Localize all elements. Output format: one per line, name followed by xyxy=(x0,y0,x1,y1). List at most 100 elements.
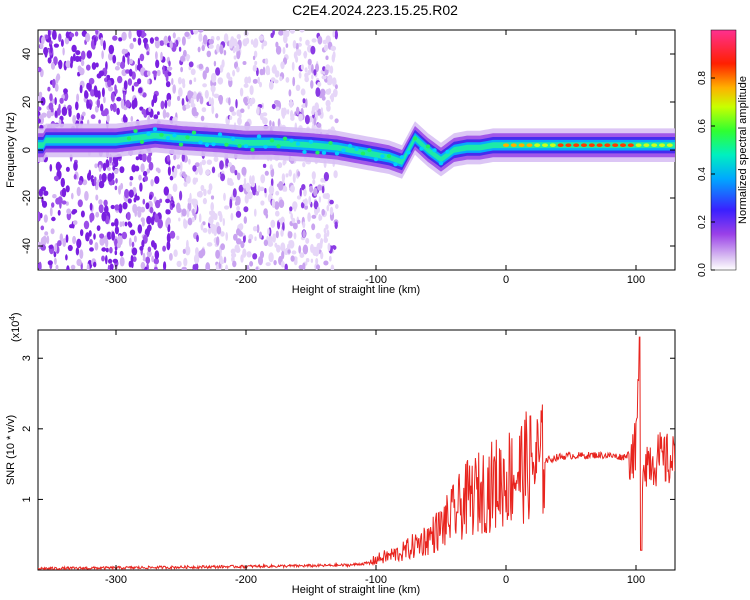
ridge-core-mark xyxy=(588,143,595,147)
noise-speck xyxy=(172,183,178,192)
noise-speck xyxy=(210,195,215,200)
noise-speck xyxy=(229,106,235,113)
ridge-speck xyxy=(321,150,327,155)
noise-speck xyxy=(192,208,195,216)
noise-speck xyxy=(292,40,297,49)
noise-speck xyxy=(258,35,264,41)
noise-speck xyxy=(271,198,276,208)
noise-speck xyxy=(53,43,60,48)
noise-speck xyxy=(154,39,160,49)
noise-speck xyxy=(219,160,224,170)
noise-speck xyxy=(71,192,74,200)
noise-speck xyxy=(273,260,277,266)
noise-speck xyxy=(274,79,279,84)
noise-speck xyxy=(220,173,226,182)
noise-speck xyxy=(285,30,290,37)
noise-speck xyxy=(138,174,142,181)
noise-speck xyxy=(117,75,123,84)
noise-speck xyxy=(311,38,317,43)
noise-speck xyxy=(330,93,335,103)
noise-speck xyxy=(86,64,91,71)
noise-speck xyxy=(268,252,274,263)
noise-speck xyxy=(228,97,231,106)
noise-speck xyxy=(278,30,284,36)
noise-speck xyxy=(85,232,90,242)
ridge-speck xyxy=(347,143,353,148)
snr-y-axis-label: SNR (10 * v/v) xyxy=(5,415,17,485)
noise-speck xyxy=(65,166,70,172)
noise-speck xyxy=(285,173,289,178)
noise-speck xyxy=(105,159,110,167)
ridge-speck xyxy=(438,161,444,166)
ridge-speck xyxy=(373,157,379,162)
noise-speck xyxy=(260,200,265,206)
noise-speck xyxy=(94,163,98,169)
ridge-core-mark xyxy=(503,143,509,147)
noise-speck xyxy=(114,84,117,93)
noise-speck xyxy=(304,72,309,79)
noise-speck xyxy=(120,99,125,109)
noise-speck xyxy=(182,248,186,254)
noise-speck xyxy=(263,239,269,247)
noise-speck xyxy=(99,237,105,246)
noise-speck xyxy=(247,191,253,200)
noise-speck xyxy=(173,249,178,257)
snr-chart: -300 -200 -100 0 100 1 2 3 (x104) Height of str… xyxy=(5,312,676,596)
noise-speck xyxy=(217,210,222,217)
noise-speck xyxy=(95,211,100,218)
noise-speck xyxy=(110,104,113,112)
snr-y-tick-label: 2 xyxy=(21,426,33,432)
noise-speck xyxy=(48,244,54,249)
noise-speck xyxy=(145,256,151,265)
noise-speck xyxy=(325,88,332,95)
noise-speck xyxy=(76,112,81,120)
snr-x-tick-label: 100 xyxy=(627,574,645,586)
noise-speck xyxy=(186,175,191,184)
noise-speck xyxy=(320,177,325,183)
noise-speck xyxy=(318,196,322,203)
noise-speck xyxy=(112,35,118,41)
noise-speck xyxy=(242,61,247,65)
noise-speck xyxy=(114,185,118,191)
noise-speck xyxy=(185,104,191,109)
noise-speck xyxy=(111,172,115,180)
noise-speck xyxy=(205,169,211,176)
noise-speck xyxy=(66,208,71,215)
heatmap-x-tick-label: -200 xyxy=(235,274,257,286)
noise-speck xyxy=(247,104,250,110)
noise-speck xyxy=(300,202,305,209)
noise-speck xyxy=(133,97,138,107)
heatmap-y-tick-label: 0 xyxy=(21,147,33,153)
noise-speck xyxy=(125,69,130,74)
heatmap-x-tick-label: 0 xyxy=(503,274,509,286)
snr-scale-label: (x104) xyxy=(8,312,22,342)
noise-speck xyxy=(334,84,338,90)
noise-speck xyxy=(262,117,267,125)
ridge-speck xyxy=(419,146,424,151)
ridge-speck xyxy=(204,142,210,147)
noise-speck xyxy=(299,187,302,198)
noise-speck xyxy=(200,223,204,231)
noise-speck xyxy=(49,207,53,217)
noise-speck xyxy=(86,50,93,59)
noise-speck xyxy=(180,66,184,73)
noise-speck xyxy=(50,43,53,54)
noise-speck xyxy=(89,202,93,211)
noise-speck xyxy=(40,186,47,192)
noise-speck xyxy=(153,257,159,265)
noise-speck xyxy=(137,224,143,234)
noise-speck xyxy=(302,244,309,255)
noise-speck xyxy=(79,67,85,76)
noise-speck xyxy=(147,79,150,85)
noise-speck xyxy=(257,185,261,193)
noise-speck xyxy=(250,39,254,45)
noise-speck xyxy=(225,232,228,241)
noise-speck xyxy=(196,234,199,243)
noise-speck xyxy=(169,175,174,181)
noise-speck xyxy=(229,198,233,209)
noise-speck xyxy=(288,169,293,177)
noise-speck xyxy=(154,266,158,270)
noise-speck xyxy=(210,202,214,212)
noise-speck xyxy=(219,64,224,73)
noise-speck xyxy=(88,230,92,237)
